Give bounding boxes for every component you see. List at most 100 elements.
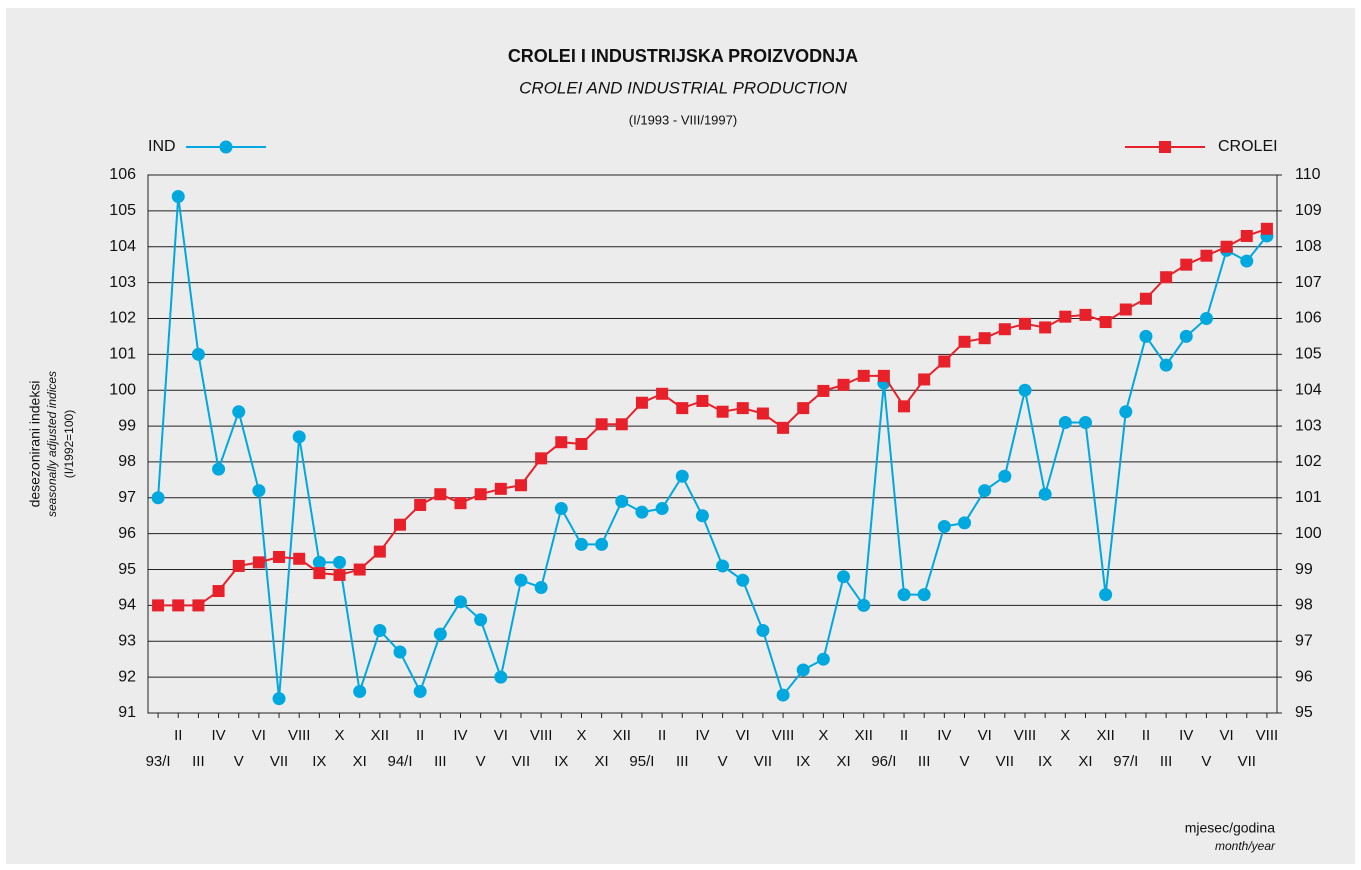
marker: [373, 624, 387, 638]
x-tick-label: XII: [613, 727, 631, 744]
marker: [373, 545, 386, 558]
marker: [353, 563, 366, 576]
marker: [1220, 240, 1233, 253]
x-tick-label: XI: [595, 753, 609, 770]
x-tick-label: III: [918, 753, 931, 770]
x-tick-label: VI: [494, 727, 508, 744]
x-tick-label: V: [718, 753, 728, 770]
marker: [958, 335, 971, 348]
x-tick-label: 96/I: [871, 753, 896, 770]
y2-tick-label: 108: [1295, 238, 1322, 255]
x-tick-label: IV: [937, 727, 951, 744]
marker: [716, 405, 729, 418]
marker: [595, 537, 609, 551]
marker: [696, 394, 709, 407]
y-tick-label: 100: [109, 381, 136, 398]
marker: [736, 402, 749, 415]
x-tick-label: IX: [312, 753, 326, 770]
x-label: month/year: [1215, 839, 1276, 853]
x-tick-label: V: [476, 753, 486, 770]
marker: [454, 497, 467, 510]
y-label: (I/1992=100): [62, 410, 76, 478]
marker: [1119, 405, 1133, 419]
chart-title: CROLEI I INDUSTRIJSKA PROIZVODNJA: [508, 46, 858, 66]
legend-label: IND: [148, 138, 176, 155]
marker: [333, 555, 347, 569]
x-tick-label: XI: [1078, 753, 1092, 770]
marker: [816, 652, 830, 666]
marker: [575, 438, 588, 450]
x-tick-label: VI: [1220, 727, 1234, 744]
x-tick-label: XII: [371, 727, 389, 744]
y-tick-label: 102: [109, 310, 136, 327]
y2-tick-label: 96: [1295, 668, 1313, 685]
marker: [272, 692, 286, 706]
y-tick-label: 92: [118, 668, 136, 685]
marker: [273, 550, 286, 563]
marker: [1079, 308, 1092, 321]
y-tick-label: 103: [109, 274, 136, 291]
marker: [615, 494, 629, 508]
x-tick-label: IV: [1179, 727, 1193, 744]
x-tick-label: 93/I: [146, 753, 171, 770]
marker: [937, 519, 951, 533]
marker: [514, 479, 527, 492]
marker: [1058, 415, 1072, 429]
marker: [1260, 222, 1273, 235]
legend-label: CROLEI: [1218, 138, 1278, 155]
marker: [474, 488, 487, 501]
marker: [938, 355, 951, 368]
marker: [1039, 321, 1052, 334]
y2-tick-label: 105: [1295, 346, 1322, 363]
y-tick-label: 105: [109, 202, 136, 219]
x-tick-label: V: [1201, 753, 1211, 770]
y2-tick-label: 107: [1295, 274, 1322, 291]
marker: [978, 332, 991, 345]
x-tick-label: VI: [252, 727, 266, 744]
marker: [152, 599, 165, 612]
marker: [998, 323, 1011, 336]
marker: [252, 556, 265, 569]
marker: [555, 436, 568, 449]
marker: [998, 469, 1012, 483]
x-tick-label: IX: [796, 753, 810, 770]
marker: [212, 585, 225, 598]
marker: [191, 347, 205, 361]
marker: [534, 580, 548, 594]
x-tick-label: VII: [512, 753, 530, 770]
y-tick-label: 104: [109, 238, 136, 255]
marker: [918, 373, 931, 386]
y-tick-label: 93: [118, 632, 136, 649]
marker: [232, 405, 246, 419]
marker: [1059, 310, 1072, 323]
y2-tick-label: 98: [1295, 597, 1313, 614]
x-tick-label: X: [818, 727, 828, 744]
marker: [333, 568, 346, 581]
marker: [474, 613, 488, 627]
y2-tick-label: 99: [1295, 561, 1313, 578]
y2-tick-label: 97: [1295, 632, 1313, 649]
y2-tick-label: 100: [1295, 525, 1322, 542]
marker: [777, 421, 790, 434]
y-label: seasonally adjusted indices: [45, 371, 59, 517]
legend-marker: [219, 140, 233, 154]
y-tick-label: 106: [109, 166, 136, 183]
marker: [353, 684, 367, 698]
marker: [1139, 292, 1152, 305]
marker: [676, 402, 689, 415]
y-tick-label: 95: [118, 561, 136, 578]
marker: [574, 537, 588, 551]
x-label: mjesec/godina: [1185, 820, 1275, 836]
marker: [292, 430, 306, 444]
period: (I/1993 - VIII/1997): [629, 112, 737, 127]
marker: [615, 418, 628, 431]
marker: [1200, 249, 1213, 262]
y2-tick-label: 104: [1295, 381, 1322, 398]
x-tick-label: III: [192, 753, 205, 770]
marker: [1159, 358, 1173, 372]
marker: [1119, 303, 1132, 316]
x-tick-label: II: [900, 727, 908, 744]
y2-tick-label: 101: [1295, 489, 1322, 506]
x-tick-label: II: [174, 727, 182, 744]
